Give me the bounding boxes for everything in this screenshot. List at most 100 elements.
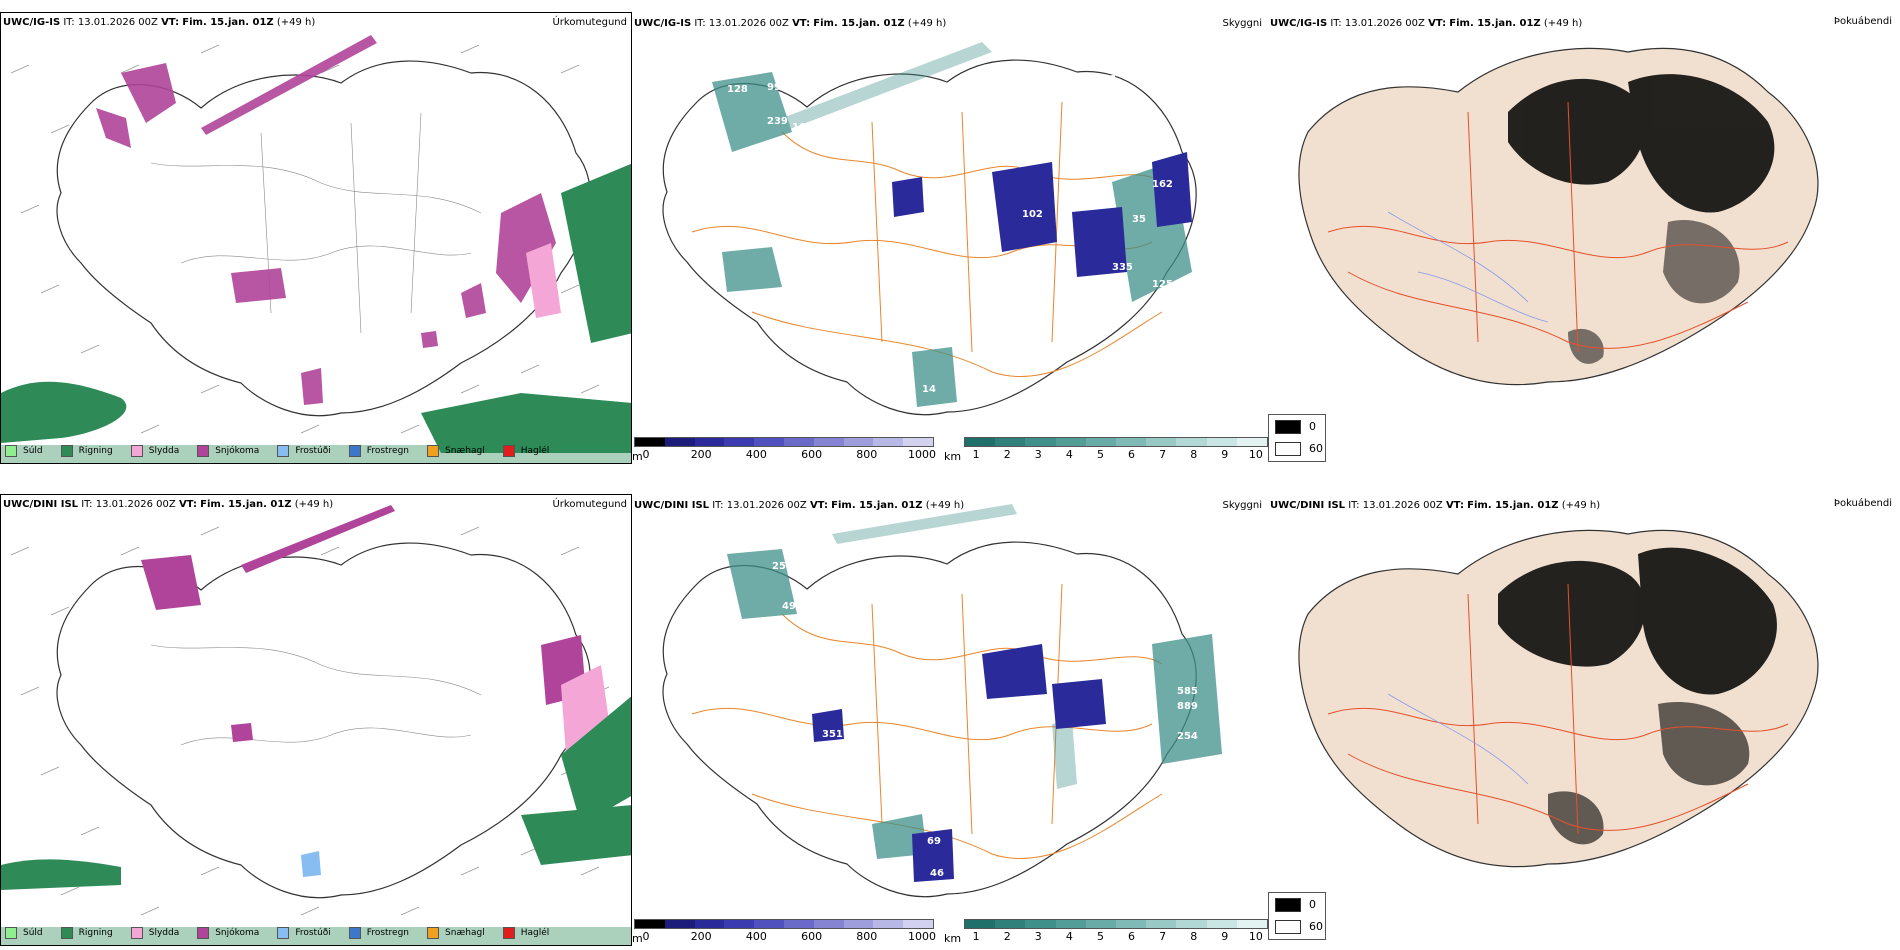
colorbar-tick: 2 — [1003, 930, 1011, 943]
fog-legend-low-swatch — [1275, 442, 1301, 456]
cloudbase-unit: m — [632, 450, 643, 463]
cloud-base-areas — [892, 152, 1192, 277]
model-name: UWC/DINI ISL — [3, 499, 79, 510]
sleet-areas — [526, 243, 561, 318]
iceland-outline — [662, 59, 1197, 416]
colorbar-tick: 7 — [1159, 448, 1167, 461]
fog-map-svg — [1298, 529, 1819, 868]
cloud-base-label: 490 — [782, 601, 803, 612]
it-value: 13.01.2026 00Z — [726, 500, 807, 511]
legend-label: Frostúði — [295, 928, 331, 938]
colorbar-cell — [1146, 920, 1177, 928]
cloud-base-label: 14 — [922, 384, 936, 395]
colorbar-cell — [754, 920, 784, 928]
colorbar-cell — [995, 438, 1026, 446]
colorbar-cell — [635, 920, 665, 928]
colorbar-tick: 0 — [642, 930, 650, 943]
fog-legend-low-swatch — [1275, 920, 1301, 934]
colorbar-tick: 800 — [856, 448, 878, 461]
colorbar-cell — [1055, 438, 1086, 446]
colorbar-cell — [724, 920, 755, 928]
legend-item: Slydda — [130, 927, 179, 939]
cloud-base-label: 69 — [927, 836, 941, 847]
precip-legend: Súld Rigning Slydda Snjókoma Frostúði Frostre… — [5, 927, 567, 939]
colorbar-cell — [843, 438, 874, 446]
cloud-base-label: 162 — [792, 122, 813, 133]
colorbar-cell — [1116, 920, 1147, 928]
freezing-drizzle-areas — [301, 851, 321, 877]
legend-label: Frostregn — [366, 928, 410, 938]
legend-swatch — [60, 445, 73, 457]
fog-legend-low: 60 — [1309, 442, 1323, 455]
cloud-labels: 128 99 239 162 48 102 162 35 335 12 125 14 — [727, 74, 1173, 395]
colorbar-cell — [813, 438, 844, 446]
colorbar-tick: 6 — [1128, 448, 1136, 461]
colorbar-cell — [873, 438, 904, 446]
legend-label: Snjókoma — [215, 928, 260, 938]
fog-legend-low: 60 — [1309, 920, 1323, 933]
cloud-base-label: 351 — [822, 729, 843, 740]
cloud-base-visibility-map-top: 128 99 239 162 48 102 162 35 335 12 125 14 Skyggni … — [632, 12, 1268, 464]
header-bottom-fog: UWC/DINI ISL IT: 13.01.2026 00Z VT: Fim.… — [1270, 500, 1600, 511]
colorbar-cell — [1146, 438, 1177, 446]
colorbar-cell — [1085, 920, 1117, 928]
colorbar-cell — [903, 438, 933, 446]
colorbar-cell — [995, 920, 1026, 928]
vt-label: VT: — [161, 17, 180, 28]
it-value: 13.01.2026 00Z — [95, 499, 176, 510]
cloud-base-label: 889 — [1177, 701, 1198, 712]
fog-legend: 0 60 — [1268, 414, 1326, 462]
cloud-map-svg: 253 490 585 889 351 80 69 46 254 — [662, 504, 1222, 898]
precip-legend: Súld Rigning Slydda Snjókoma Frostúði Frostre… — [5, 445, 567, 457]
colorbar-cell — [903, 920, 933, 928]
colorbar-tick: 200 — [690, 930, 712, 943]
colorbar-tick: 1000 — [908, 448, 936, 461]
fog-areas — [1508, 74, 1775, 364]
legend-swatch — [5, 927, 17, 939]
colorbar-tick: 4 — [1065, 448, 1073, 461]
vt-value: Fim. 15.jan. 01Z — [831, 500, 923, 511]
colorbar-cell — [1085, 438, 1117, 446]
colorbar-cell — [1236, 920, 1268, 928]
colorbar-tick: 0 — [642, 448, 650, 461]
legend-label: Súld — [23, 446, 43, 456]
it-value: 13.01.2026 00Z — [708, 18, 789, 29]
colorbar-cell — [783, 438, 814, 446]
legend-item: Frostúði — [277, 927, 331, 939]
model-name: UWC/IG-IS — [3, 17, 61, 28]
panel-title-precip: Úrkomutegund — [552, 17, 627, 28]
lead-time: (+49 h) — [907, 18, 947, 29]
colorbar-tick: 200 — [690, 448, 712, 461]
cloud-map-svg: 128 99 239 162 48 102 162 35 335 12 125 14 — [662, 42, 1197, 416]
cloud-base-label: 80 — [1062, 786, 1076, 797]
colorbar-tick: 1 — [972, 448, 980, 461]
vt-label: VT: — [1445, 500, 1464, 511]
colorbar-cell — [783, 920, 814, 928]
colorbar-tick: 1 — [972, 930, 980, 943]
colorbar-cell — [754, 438, 784, 446]
fog-legend: 0 60 — [1268, 892, 1326, 940]
panel-title-cloud: Skyggni — [1222, 500, 1262, 511]
cloud-base-label: 162 — [1152, 179, 1173, 190]
model-name: UWC/DINI ISL — [634, 500, 710, 511]
colorbar-tick: 1000 — [908, 930, 936, 943]
legend-swatch — [197, 445, 210, 457]
header-bottom-precip: UWC/DINI ISL IT: 13.01.2026 00Z VT: Fim.… — [3, 499, 333, 510]
it-label: IT: — [1330, 18, 1342, 29]
road-network — [1327, 583, 1789, 835]
legend-item: Haglél — [502, 445, 549, 457]
model-name: UWC/IG-IS — [1270, 18, 1328, 29]
fog-map-svg — [1298, 47, 1819, 386]
legend-label: Snæhagl — [445, 446, 485, 456]
legend-item: Frostúði — [277, 445, 331, 457]
colorbar-tick: 600 — [801, 930, 823, 943]
legend-label: Rigning — [78, 928, 113, 938]
cloud-labels: 253 490 585 889 351 80 69 46 254 — [772, 561, 1198, 879]
lead-time: (+49 h) — [1561, 500, 1601, 511]
road-network — [691, 583, 1163, 859]
colorbar-cell — [664, 920, 695, 928]
header-bottom-cloud: UWC/DINI ISL IT: 13.01.2026 00Z VT: Fim.… — [634, 500, 964, 511]
cloud-base-label: 48 — [1102, 74, 1116, 85]
legend-item: Súld — [5, 445, 43, 457]
cloud-base-label: 254 — [1177, 731, 1198, 742]
